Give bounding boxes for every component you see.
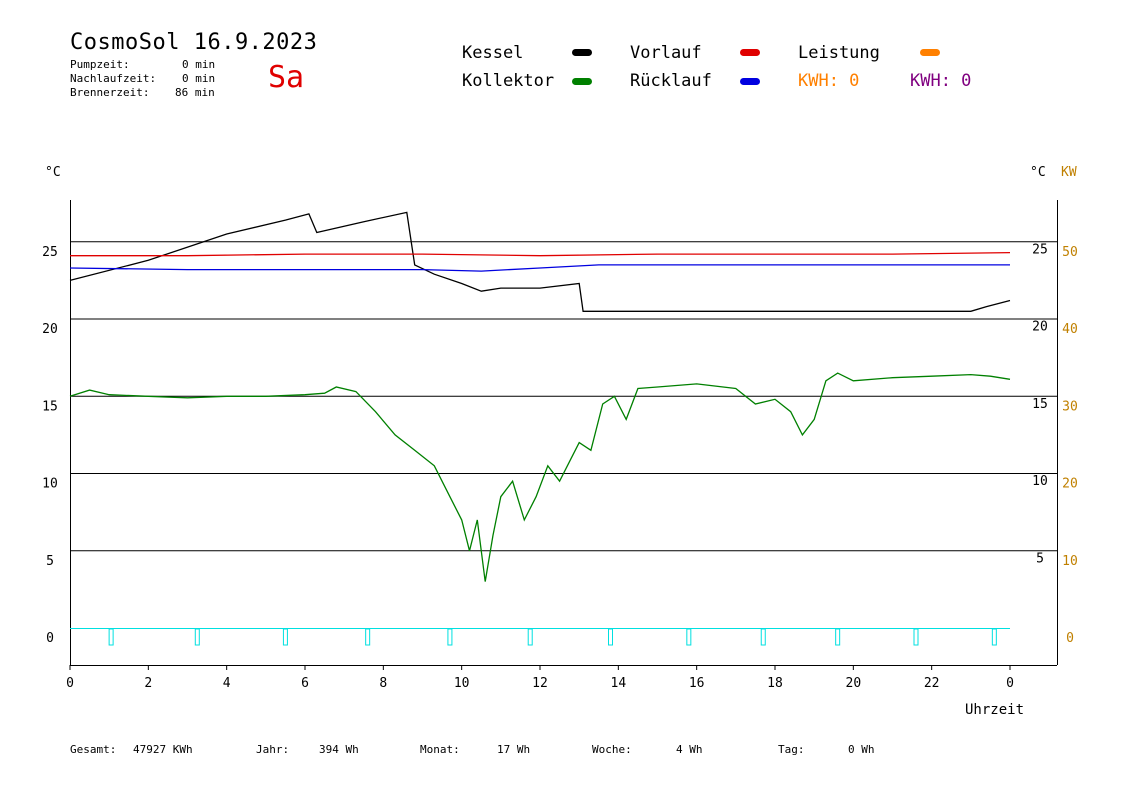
right-tick-label: 10: [1032, 474, 1048, 489]
legend-ruecklauf-swatch: [740, 78, 760, 85]
footer-jahr-label: Jahr:: [256, 743, 290, 756]
left-tick-label: 10: [42, 477, 58, 492]
footer-gesamt-label: Gesamt:: [70, 743, 117, 756]
series-line-rcklauf: [69, 264, 1010, 272]
footer-monat-value: 17 Wh: [497, 743, 531, 756]
pumpzeit-value: 0 min: [182, 58, 216, 71]
series-line-kessel: [69, 211, 1011, 312]
left-tick-label: 20: [42, 322, 58, 337]
kw-tick-label: 10: [1062, 554, 1078, 569]
pump-marker: [365, 628, 371, 646]
legend-leistung-swatch: [920, 49, 940, 56]
legend-kollektor-label: Kollektor: [462, 71, 555, 91]
x-axis-label: Uhrzeit: [965, 702, 1025, 718]
x-tick-label: 0: [1006, 676, 1014, 691]
legend-kollektor-swatch: [572, 78, 592, 85]
x-tick-label: 20: [846, 676, 862, 691]
x-tick-label: 0: [66, 676, 74, 691]
pumpzeit-label: Pumpzeit:: [70, 58, 130, 71]
kw-tick-label: 20: [1062, 477, 1078, 492]
pump-marker: [760, 628, 766, 646]
legend-vorlauf-label: Vorlauf: [630, 43, 702, 63]
x-tick-label: 8: [379, 676, 387, 691]
legend-kessel-swatch: [572, 49, 592, 56]
legend-leistung-label: Leistung: [798, 43, 880, 63]
left-tick-label: 15: [42, 399, 58, 414]
x-tick-label: 18: [767, 676, 783, 691]
pump-marker: [686, 628, 692, 646]
x-tick-label: 2: [144, 676, 152, 691]
legend-kwh-orange: KWH: 0: [798, 71, 860, 91]
x-tick-label: 6: [301, 676, 309, 691]
x-tick-label: 22: [924, 676, 940, 691]
pump-marker: [194, 628, 200, 646]
kw-tick-label: 50: [1062, 245, 1078, 260]
series-line-kollektor: [69, 372, 1011, 582]
footer-gesamt-value: 47927 KWh: [133, 743, 193, 756]
pump-marker: [527, 628, 533, 646]
legend-ruecklauf-label: Rücklauf: [630, 71, 712, 91]
footer-jahr-value: 394 Wh: [319, 743, 359, 756]
footer-tag-value: 0 Wh: [848, 743, 875, 756]
pump-marker: [447, 628, 453, 646]
footer-tag-label: Tag:: [778, 743, 805, 756]
legend-vorlauf-swatch: [740, 49, 760, 56]
kw-tick-label: 0: [1066, 631, 1074, 646]
nachlaufzeit-label: Nachlaufzeit:: [70, 72, 157, 85]
brennerzeit-label: Brennerzeit:: [70, 86, 150, 99]
right-tick-label: 15: [1032, 397, 1048, 412]
x-tick-label: 14: [611, 676, 627, 691]
pump-marker: [991, 628, 997, 646]
chart-title: CosmoSol 16.9.2023: [70, 30, 318, 55]
x-tick-label: 4: [223, 676, 231, 691]
pump-marker: [608, 628, 613, 646]
legend-kwh-purple: KWH: 0: [910, 71, 972, 91]
kw-tick-label: 40: [1062, 322, 1078, 337]
legend-kessel-label: Kessel: [462, 43, 524, 63]
x-tick-label: 12: [532, 676, 548, 691]
pump-marker: [835, 628, 841, 646]
right-tick-label: 20: [1032, 320, 1048, 335]
right-tick-label: 5: [1036, 551, 1044, 566]
right-axis-unit: °C: [1030, 165, 1046, 180]
kw-axis-unit: KW: [1061, 165, 1077, 180]
left-tick-label: 5: [46, 554, 54, 569]
kw-tick-label: 30: [1062, 399, 1078, 414]
left-tick-label: 25: [42, 245, 58, 260]
footer-woche-value: 4 Wh: [676, 743, 703, 756]
pump-marker: [913, 628, 919, 646]
right-tick-label: 25: [1032, 242, 1048, 257]
footer-woche-label: Woche:: [592, 743, 632, 756]
weekday-label: Sa: [268, 60, 305, 95]
brennerzeit-value: 86 min: [175, 86, 215, 99]
left-tick-label: 0: [46, 631, 54, 646]
x-tick-label: 10: [454, 676, 470, 691]
pump-marker: [108, 628, 114, 646]
x-tick-label: 16: [689, 676, 705, 691]
footer-monat-label: Monat:: [420, 743, 460, 756]
series-line-vorlauf: [70, 251, 1011, 257]
pump-marker: [282, 628, 288, 646]
left-axis-unit: °C: [45, 165, 61, 180]
nachlaufzeit-value: 0 min: [182, 72, 216, 85]
